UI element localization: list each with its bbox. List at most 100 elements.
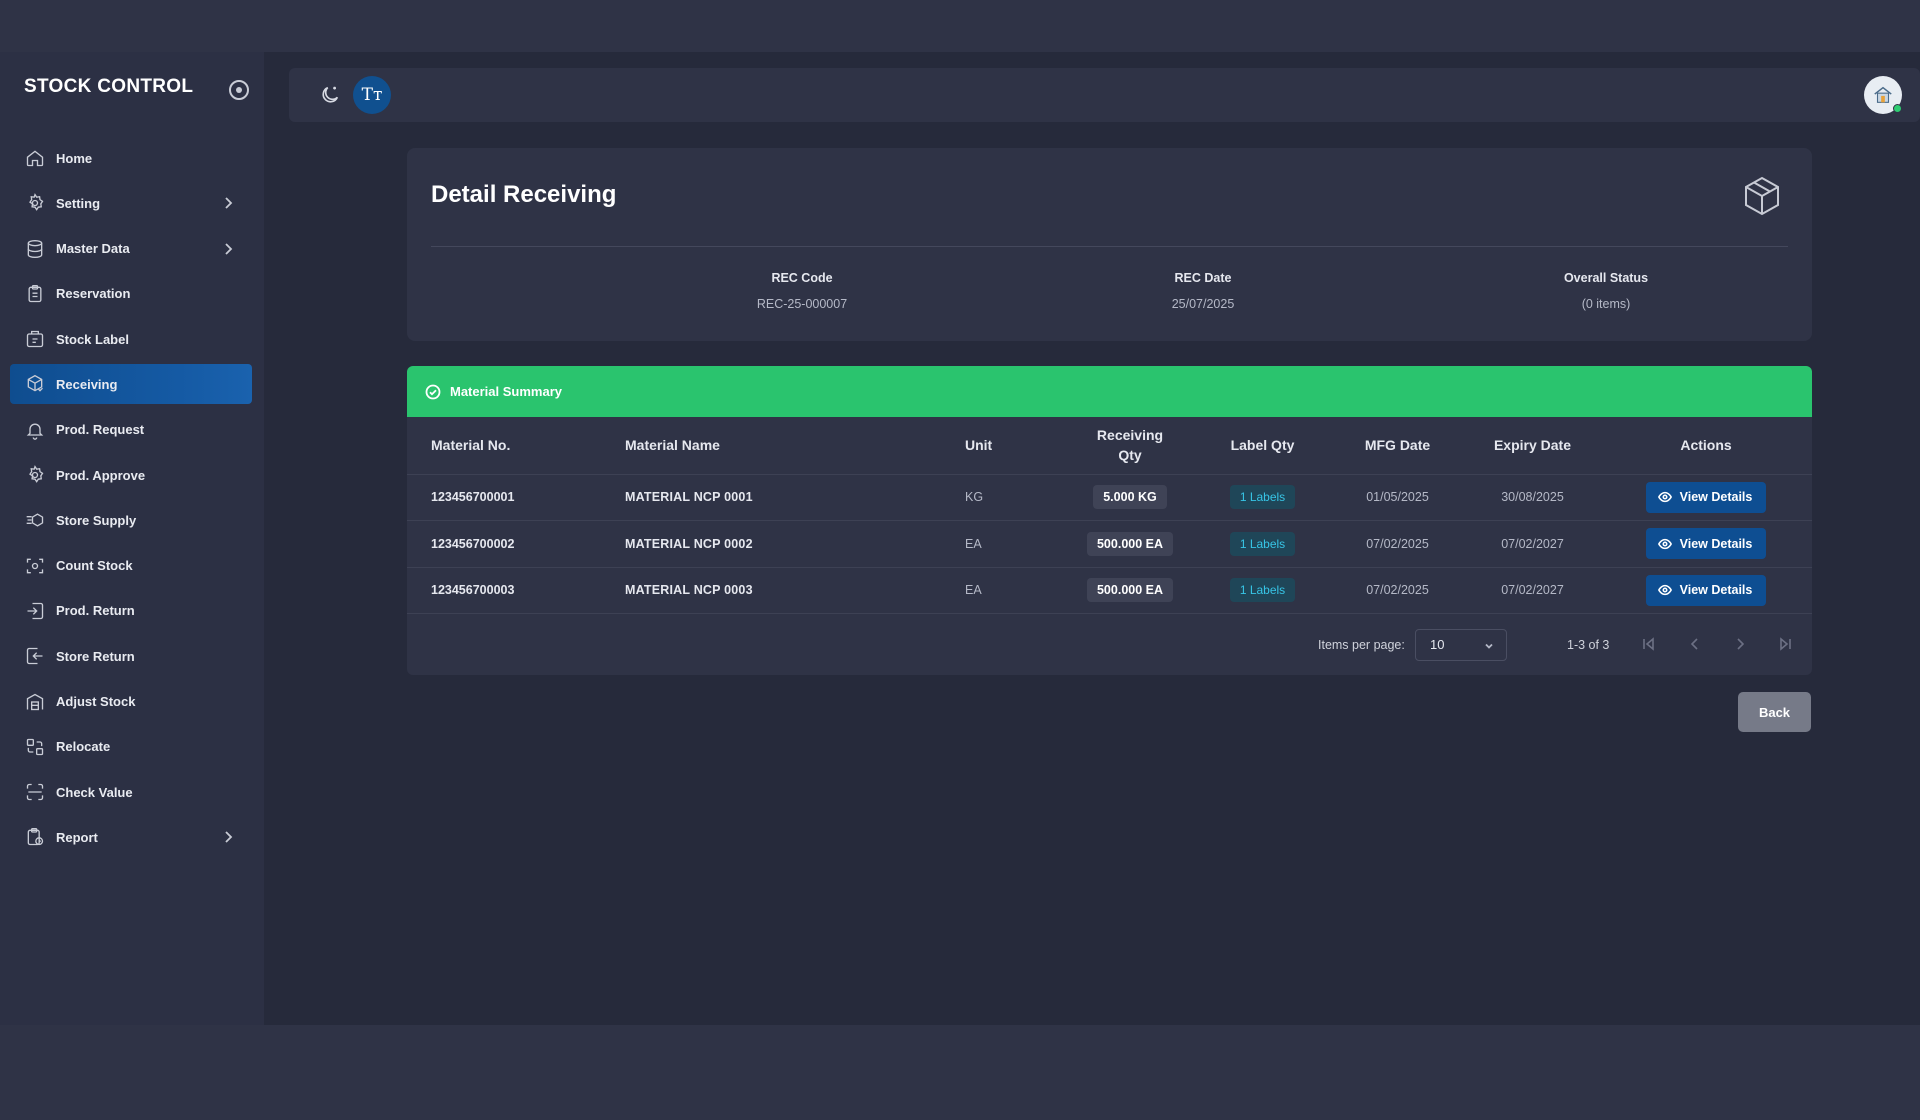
sidebar-item-reservation[interactable]: Reservation: [10, 274, 252, 314]
material-summary-title: Material Summary: [450, 384, 562, 399]
eye-icon: [1657, 492, 1672, 503]
pagination: Items per page: 10 1-3 of 3: [407, 614, 1812, 675]
next-page-button[interactable]: [1732, 636, 1748, 652]
first-page-button[interactable]: [1641, 636, 1657, 652]
sidebar-item-prod-request[interactable]: Prod. Request: [10, 410, 252, 450]
settings-check-icon: [24, 464, 46, 486]
rec-code-value: REC-25-000007: [756, 297, 848, 311]
view-details-label: View Details: [1679, 536, 1753, 551]
sidebar-nav: Home Setting Master Data Reservation Sto…: [10, 138, 252, 863]
sidebar-item-store-return[interactable]: Store Return: [10, 636, 252, 676]
moon-icon[interactable]: [319, 84, 341, 106]
label-qty-badge[interactable]: 1 Labels: [1229, 485, 1296, 510]
database-icon: [24, 238, 46, 260]
material-summary: Material Summary Material No. Material N…: [407, 366, 1812, 675]
unit-cell: EA: [965, 567, 1065, 614]
label-qty-cell: 1 Labels: [1195, 474, 1330, 521]
sidebar-item-label: Stock Label: [56, 331, 129, 347]
sidebar-item-label: Store Return: [56, 648, 135, 664]
expiry-date-cell: 30/08/2025: [1465, 474, 1600, 521]
sidebar-item-prod-return[interactable]: Prod. Return: [10, 591, 252, 631]
mfg-date-cell: 07/02/2025: [1330, 567, 1465, 614]
material-no-cell: 123456700003: [407, 567, 625, 614]
eye-icon: [1657, 538, 1672, 549]
unit-cell: EA: [965, 520, 1065, 568]
view-details-button[interactable]: View Details: [1645, 481, 1767, 513]
prev-page-button[interactable]: [1687, 636, 1703, 652]
home-icon: [24, 147, 46, 169]
table-row: 123456700003 MATERIAL NCP 0003 EA 500.00…: [407, 567, 1812, 614]
chevron-right-icon: [220, 195, 236, 211]
package-receive-icon: [24, 373, 46, 395]
sidebar-item-label: Adjust Stock: [56, 694, 136, 710]
sidebar-item-stock-label[interactable]: Stock Label: [10, 319, 252, 359]
column-header: Material No.: [407, 417, 625, 475]
view-details-label: View Details: [1679, 490, 1753, 505]
view-details-label: View Details: [1679, 583, 1753, 598]
sidebar-item-label: Home: [56, 150, 93, 166]
expiry-date-cell: 07/02/2027: [1465, 520, 1600, 568]
sidebar-item-receiving[interactable]: Receiving: [10, 364, 252, 405]
relocate-icon: [24, 736, 46, 758]
scan-line-icon: [24, 781, 46, 803]
view-details-button[interactable]: View Details: [1645, 574, 1767, 606]
column-header: Unit: [965, 417, 1065, 475]
label-qty-badge[interactable]: 1 Labels: [1229, 578, 1296, 603]
sidebar-item-label: Setting: [56, 195, 101, 211]
sidebar-item-store-supply[interactable]: Store Supply: [10, 500, 252, 540]
sidebar-item-label: Prod. Request: [56, 422, 145, 438]
sidebar-item-relocate[interactable]: Relocate: [10, 727, 252, 767]
chevron-right-icon: [220, 829, 236, 845]
label-qty-cell: 1 Labels: [1195, 567, 1330, 614]
sidebar-item-label: Prod. Approve: [56, 467, 146, 483]
column-header: Expiry Date: [1465, 417, 1600, 475]
sidebar-item-prod-approve[interactable]: Prod. Approve: [10, 455, 252, 495]
last-page-button[interactable]: [1777, 636, 1793, 652]
back-button[interactable]: Back: [1738, 692, 1811, 732]
sidebar-item-report[interactable]: Report: [10, 817, 252, 857]
app-title: STOCK CONTROL: [24, 76, 194, 97]
material-no-cell: 123456700002: [407, 520, 625, 568]
sidebar-item-setting[interactable]: Setting: [10, 183, 252, 223]
sidebar-item-label: Master Data: [56, 241, 130, 257]
return-out-icon: [24, 645, 46, 667]
bell-icon: [24, 419, 46, 441]
qty-cell: 500.000 EA: [1065, 520, 1195, 568]
pagination-range: 1-3 of 3: [1567, 638, 1610, 652]
qty-badge: 500.000 EA: [1086, 578, 1174, 603]
sidebar-item-adjust-stock[interactable]: Adjust Stock: [10, 682, 252, 722]
sidebar-item-count-stock[interactable]: Count Stock: [10, 546, 252, 586]
sidebar: STOCK CONTROL Home Setting Master Data R…: [0, 52, 264, 1025]
sidebar-item-check-value[interactable]: Check Value: [10, 772, 252, 812]
label-qty-badge[interactable]: 1 Labels: [1229, 531, 1296, 556]
sidebar-item-label: Store Supply: [56, 512, 137, 528]
view-details-button[interactable]: View Details: [1645, 528, 1767, 560]
label-qty-cell: 1 Labels: [1195, 520, 1330, 568]
sidebar-item-label: Report: [56, 829, 98, 845]
sidebar-item-home[interactable]: Home: [10, 138, 252, 178]
table-row: 123456700001 MATERIAL NCP 0001 KG 5.000 …: [407, 474, 1812, 521]
rec-date-value: 25/07/2025: [1171, 297, 1235, 311]
user-avatar[interactable]: [1864, 76, 1902, 114]
home-avatar-icon: [1874, 86, 1892, 103]
qty-cell: 5.000 KG: [1065, 474, 1195, 521]
font-size-button[interactable]: Tт: [353, 76, 391, 114]
return-in-icon: [24, 600, 46, 622]
overall-status-field: Overall Status (0 items): [1456, 271, 1756, 311]
first-page-icon: [1643, 637, 1654, 651]
sidebar-toggle-icon[interactable]: [229, 80, 249, 100]
page-title: Detail Receiving: [431, 181, 617, 208]
chevron-left-icon: [1690, 638, 1698, 650]
overall-status-value: (0 items): [1581, 297, 1631, 311]
qty-badge: 5.000 KG: [1093, 485, 1167, 510]
sidebar-item-master-data[interactable]: Master Data: [10, 229, 252, 269]
items-per-page-select[interactable]: 10: [1415, 629, 1507, 661]
column-header: Material Name: [625, 417, 965, 475]
column-header: Actions: [1600, 417, 1812, 475]
material-name-cell: MATERIAL NCP 0002: [625, 520, 965, 568]
qty-cell: 500.000 EA: [1065, 567, 1195, 614]
items-per-page-label: Items per page:: [1318, 638, 1405, 652]
material-name-cell: MATERIAL NCP 0003: [625, 567, 965, 614]
sidebar-item-label: Receiving: [56, 376, 118, 392]
sidebar-item-label: Prod. Return: [56, 603, 135, 619]
